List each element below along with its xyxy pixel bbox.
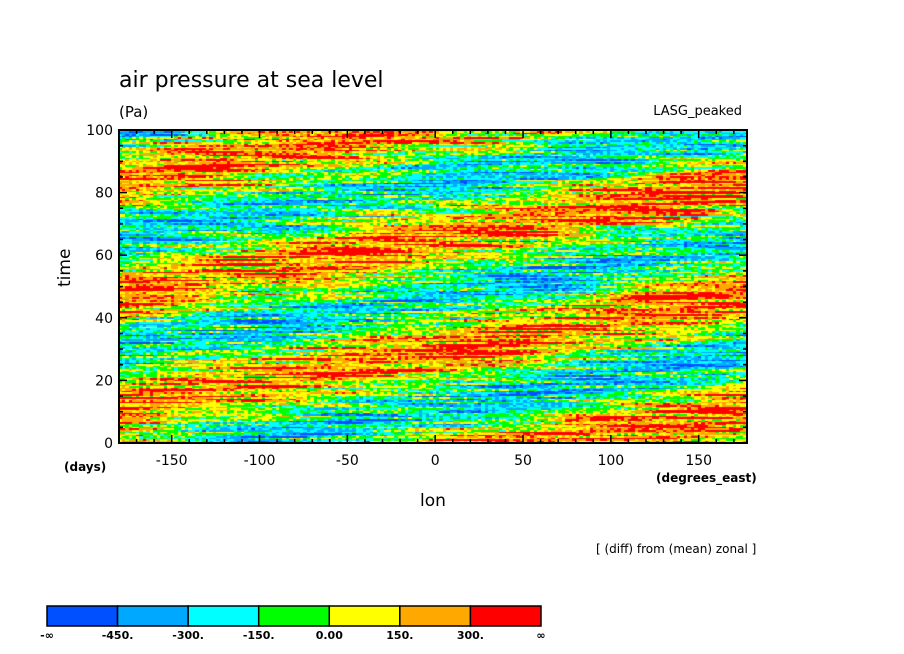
colorbar-label: ∞ — [536, 629, 545, 642]
x-tick-label: 150 — [685, 453, 712, 469]
y-tick-label: 100 — [86, 123, 113, 139]
colorbar-swatch — [399, 605, 472, 627]
heatmap-field — [119, 130, 747, 443]
x-tick-label: 50 — [514, 453, 532, 469]
dataset-label: LASG_peaked — [653, 104, 742, 119]
y-units-label: (days) — [64, 460, 107, 474]
y-tick-label: 80 — [95, 186, 113, 202]
x-axis-label: lon — [420, 491, 446, 511]
colorbar-label: -∞ — [40, 629, 54, 642]
y-tick-label: 20 — [95, 373, 113, 389]
colorbar-label: 0.00 — [316, 629, 343, 642]
colorbar-label: -150. — [243, 629, 275, 642]
colorbar-label: 150. — [386, 629, 413, 642]
colorbar-swatch — [257, 605, 331, 627]
colorbar-label: -450. — [102, 629, 134, 642]
colorbar-label: 300. — [457, 629, 484, 642]
x-tick-label: 100 — [597, 453, 624, 469]
units-label: (Pa) — [119, 103, 149, 121]
diff-note: [ (diff) from (mean) zonal ] — [596, 542, 757, 556]
x-units-label: (degrees_east) — [656, 471, 757, 485]
colorbar-label: -300. — [172, 629, 204, 642]
colorbar-swatch — [328, 605, 401, 627]
x-tick-label: 0 — [431, 453, 440, 469]
y-tick-label: 60 — [95, 248, 113, 264]
x-tick-label: -50 — [336, 453, 359, 469]
y-tick-label: 40 — [95, 311, 113, 327]
colorbar-swatch — [187, 605, 260, 627]
plot-frame — [118, 129, 748, 444]
colorbar-swatch — [116, 605, 189, 627]
x-tick-label: -100 — [244, 453, 276, 469]
x-tick-label: -150 — [156, 453, 188, 469]
chart-title: air pressure at sea level — [119, 68, 384, 93]
colorbar-swatch — [46, 605, 119, 627]
colorbar-swatch — [469, 605, 542, 627]
y-axis-label: time — [55, 248, 75, 287]
y-tick-label: 0 — [104, 436, 113, 452]
